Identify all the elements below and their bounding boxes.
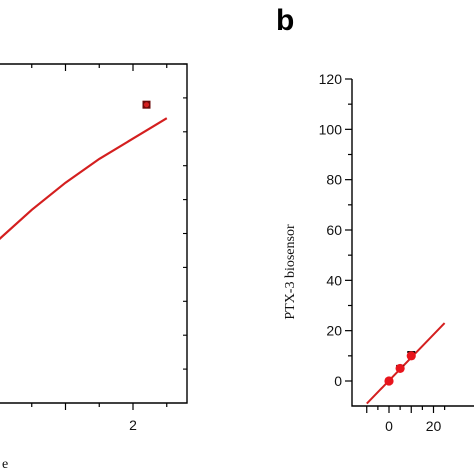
panel-b-ytick-label: 0	[334, 373, 342, 389]
panel-b-point	[406, 351, 416, 361]
panel-a-frame	[0, 63, 188, 404]
panel-a: 2 e	[0, 63, 188, 472]
panel-b-point	[384, 376, 394, 386]
panel-b-ytick-label: 120	[319, 71, 343, 87]
panel-a-xlabel: e	[2, 457, 8, 472]
panel-b-ytick-label: 100	[319, 121, 343, 137]
panel-b-points	[384, 351, 416, 386]
panel-b-ytick-label: 80	[326, 172, 342, 188]
panel-b-xtick-label: 0	[385, 418, 393, 434]
panel-b-ticks: 0 20 40 60 80 100 120 0 20	[319, 71, 446, 434]
panel-a-point	[143, 102, 150, 108]
panel-a-fit-curve	[0, 117, 168, 240]
panel-b-label: b	[276, 4, 294, 37]
panel-b-frame	[351, 79, 474, 407]
panel-a-points	[142, 100, 151, 109]
panel-a-ticks: 2	[31, 63, 187, 433]
panel-b-ylabel: PTX-3 biosensor	[283, 224, 298, 320]
panel-b-ytick-label: 40	[326, 272, 342, 288]
panel-b-xtick-label: 20	[426, 418, 442, 434]
panel-b-ytick-label: 20	[326, 323, 342, 339]
panel-a-xtick-label: 2	[129, 417, 137, 433]
panel-b: b 0 20 40 60 80 100 120 0 20 PTX-3 biosensor	[276, 4, 474, 434]
panel-b-ytick-label: 60	[326, 222, 342, 238]
panel-b-fit-line	[366, 322, 446, 405]
panel-b-point	[395, 363, 405, 374]
